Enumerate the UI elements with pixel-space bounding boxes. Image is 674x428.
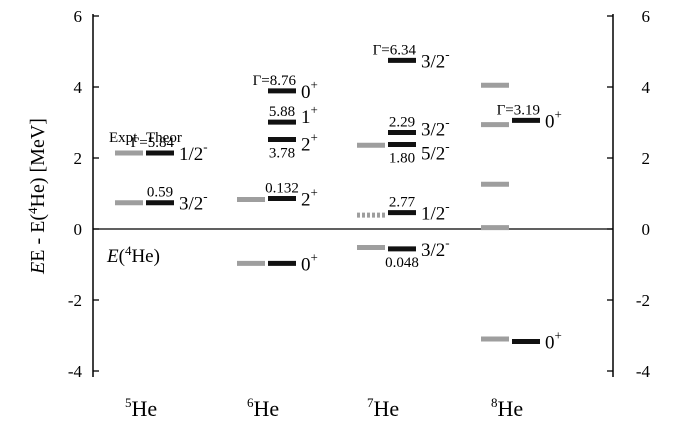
isotope-label: 7He <box>367 395 399 421</box>
spin-parity-label: 2+ <box>301 130 318 156</box>
spin-parity-label: 0+ <box>545 328 562 354</box>
levels-layer: 3/2-0.591/2-Γ=5.840+2+0.1322+3.781+5.880… <box>115 42 562 354</box>
width-label: 2.77 <box>389 195 416 211</box>
width-label: 0.59 <box>147 185 173 201</box>
width-label: 1.80 <box>389 151 415 167</box>
spin-parity-label: 0+ <box>301 249 318 275</box>
y-tick-label-left: 0 <box>74 220 83 239</box>
y-tick-label-left: 2 <box>74 149 83 168</box>
isotope-label: 8He <box>491 395 523 421</box>
legend-expt-label: Expt <box>109 130 138 146</box>
y-tick-label-left: 4 <box>74 78 83 97</box>
width-label: Γ=8.76 <box>253 73 297 89</box>
y-tick-label-right: -2 <box>636 291 650 310</box>
spin-parity-label: 3/2- <box>179 189 208 215</box>
y-tick-label-left: 6 <box>74 7 83 26</box>
y-ticks: -4 -4 -2 -2 0 0 2 2 4 4 6 6 <box>68 7 651 381</box>
isotope-label: 5He <box>125 395 157 421</box>
width-label: Γ=3.19 <box>497 102 540 118</box>
y-tick-label-right: -4 <box>636 362 651 381</box>
y-tick-label-left: -4 <box>68 362 83 381</box>
spin-parity-label: 2+ <box>301 184 318 210</box>
spin-parity-label: 3/2- <box>421 46 450 72</box>
isotope-label: 6He <box>247 395 279 421</box>
width-label: 2.29 <box>389 114 415 130</box>
width-label: Γ=6.34 <box>373 42 417 58</box>
width-label: 3.78 <box>269 146 295 162</box>
spin-parity-label: 1+ <box>301 102 318 128</box>
legend-theor-label: Theor <box>146 130 182 146</box>
y-tick-label-right: 4 <box>642 78 651 97</box>
width-label: 5.88 <box>269 104 295 120</box>
y-tick-label-right: 6 <box>642 7 651 26</box>
spin-parity-label: 0+ <box>301 77 318 103</box>
spin-parity-label: 5/2- <box>421 139 450 165</box>
reference-label: E(4He) <box>106 243 160 267</box>
y-tick-label-left: -2 <box>68 291 82 310</box>
spin-parity-label: 1/2- <box>179 139 208 165</box>
y-tick-label-right: 0 <box>642 220 651 239</box>
width-label: 0.132 <box>265 180 299 196</box>
spin-parity-label: 0+ <box>545 106 562 132</box>
y-axis-label: EE - E(4He) [MeV] <box>25 118 49 275</box>
width-label: Γ=5.84 <box>131 135 175 151</box>
spin-parity-label: 3/2- <box>421 235 450 261</box>
y-tick-label-right: 2 <box>642 149 651 168</box>
isotope-labels: 5He 6He 7He 8He <box>125 395 523 421</box>
spin-parity-label: 1/2- <box>421 199 450 225</box>
spin-parity-label: 3/2- <box>421 114 450 140</box>
width-label: 0.048 <box>385 255 419 271</box>
